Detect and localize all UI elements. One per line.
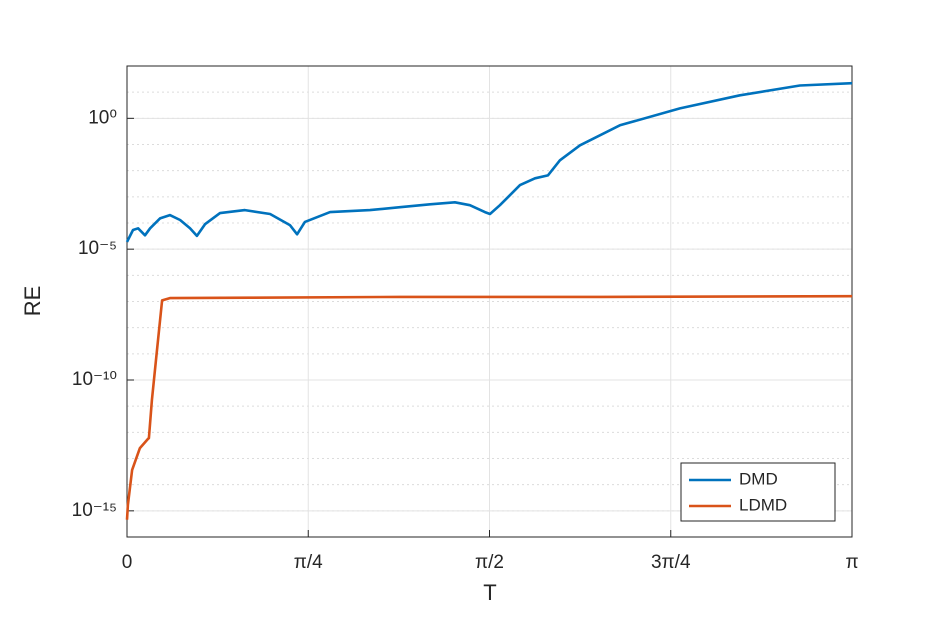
- plot-frame: [126, 65, 853, 538]
- series-line: [125, 294, 853, 520]
- x-tick-label: π: [845, 552, 858, 573]
- x-tick-label: π/4: [294, 552, 323, 573]
- legend-box: [680, 462, 836, 522]
- x-tick-label: 0: [122, 552, 133, 573]
- y-tick-label: 10⁰: [88, 107, 117, 128]
- y-tick-label: 10⁻¹⁰: [72, 369, 117, 390]
- y-tick-label: 10⁻⁵: [78, 238, 117, 259]
- x-axis-label: T: [483, 580, 496, 605]
- legend-label: LDMD: [739, 495, 787, 514]
- y-tick-label: 10⁻¹⁵: [72, 500, 117, 521]
- y-axis-label: RE: [20, 286, 45, 317]
- x-tick-label: π/2: [475, 552, 504, 573]
- legend-label: DMD: [739, 469, 778, 488]
- x-tick-label: 3π/4: [651, 552, 691, 573]
- series-line: [125, 81, 853, 243]
